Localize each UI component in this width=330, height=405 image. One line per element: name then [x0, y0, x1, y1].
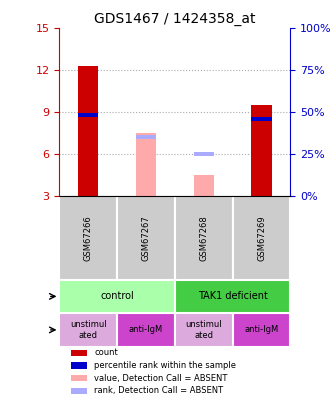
FancyBboxPatch shape [233, 196, 290, 279]
Bar [194, 152, 214, 156]
Bar [78, 113, 98, 117]
FancyBboxPatch shape [59, 196, 117, 279]
FancyBboxPatch shape [117, 313, 175, 347]
FancyBboxPatch shape [117, 196, 175, 279]
Bar [251, 105, 272, 196]
Text: anti-IgM: anti-IgM [129, 325, 163, 335]
FancyBboxPatch shape [59, 313, 117, 347]
FancyBboxPatch shape [233, 313, 290, 347]
FancyBboxPatch shape [71, 375, 87, 381]
Bar [251, 117, 272, 121]
Text: anti-IgM: anti-IgM [245, 325, 279, 335]
Text: TAK1 deficient: TAK1 deficient [198, 291, 268, 301]
Text: unstimul
ated: unstimul ated [185, 320, 222, 339]
Text: GSM67267: GSM67267 [142, 215, 150, 261]
Text: count: count [94, 348, 118, 358]
Bar [194, 175, 214, 196]
FancyBboxPatch shape [175, 279, 290, 313]
Bar [136, 133, 156, 196]
Bar [136, 136, 156, 139]
FancyBboxPatch shape [175, 196, 233, 279]
FancyBboxPatch shape [175, 313, 233, 347]
Text: GSM67268: GSM67268 [199, 215, 208, 261]
FancyBboxPatch shape [71, 388, 87, 394]
Text: percentile rank within the sample: percentile rank within the sample [94, 361, 236, 370]
FancyBboxPatch shape [71, 362, 87, 369]
Text: GSM67266: GSM67266 [84, 215, 93, 261]
Text: GSM67269: GSM67269 [257, 215, 266, 260]
Text: rank, Detection Call = ABSENT: rank, Detection Call = ABSENT [94, 386, 223, 395]
Title: GDS1467 / 1424358_at: GDS1467 / 1424358_at [94, 12, 256, 26]
Text: value, Detection Call = ABSENT: value, Detection Call = ABSENT [94, 373, 227, 383]
FancyBboxPatch shape [59, 279, 175, 313]
Bar [78, 66, 98, 196]
Text: unstimul
ated: unstimul ated [70, 320, 107, 339]
Text: control: control [100, 291, 134, 301]
FancyBboxPatch shape [71, 350, 87, 356]
